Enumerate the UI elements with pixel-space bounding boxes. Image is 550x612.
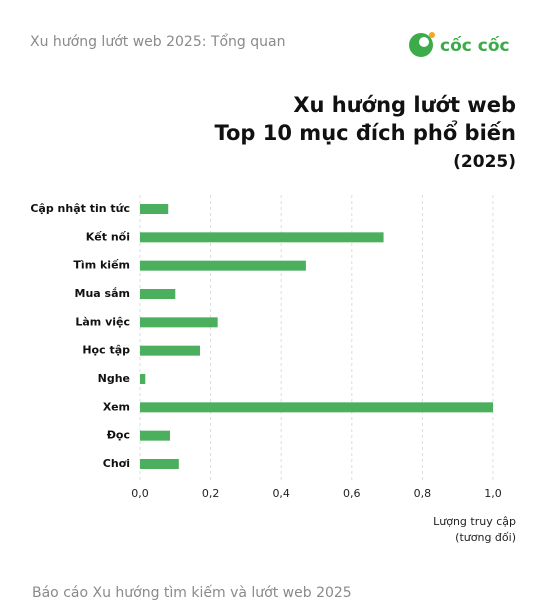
bar [140,430,171,441]
x-tick-label: 1,0 [484,487,502,500]
x-tick-label: 0,4 [272,487,290,500]
y-tick-label: Mua sắm [75,287,130,300]
y-tick-label: Đọc [107,429,130,442]
y-tick-label: Làm việc [75,315,130,328]
x-tick-label: 0,2 [202,487,220,500]
bar [140,289,176,299]
chart-title: (2025) [453,152,516,172]
bar [140,402,493,413]
chart-title: Top 10 mục đích phổ biến [214,120,516,145]
x-tick-label: 0,6 [343,487,361,500]
y-tick-label: Tìm kiếm [73,259,130,272]
bar [140,374,146,384]
x-tick-label: 0,8 [414,487,432,500]
logo-dot [419,37,429,47]
y-tick-label: Chơi [103,457,130,470]
bar [140,345,201,356]
y-tick-label: Cập nhật tin tức [30,202,130,215]
bar [140,459,179,469]
chart-title: Xu hướng lướt web [293,93,516,117]
bar [140,232,384,243]
footer: Báo cáo Xu hướng tìm kiếm và lướt web 20… [32,584,352,601]
header-title: Xu hướng lướt web 2025: Tổng quan [30,33,285,50]
logo-accent [429,32,435,38]
y-tick-label: Kết nối [86,230,130,243]
y-tick-label: Học tập [82,344,130,357]
x-axis-label: Lượng truy cập [433,515,516,528]
bar [140,204,169,214]
bar [140,317,218,328]
logo: cốc cốc [409,32,510,57]
brand: cốc cốc [440,35,510,56]
x-axis-label: (tương đối) [455,531,516,544]
x-tick-label: 0,0 [131,487,149,500]
y-tick-label: Xem [103,400,130,413]
bar [140,260,306,271]
y-tick-label: Nghe [98,372,130,385]
